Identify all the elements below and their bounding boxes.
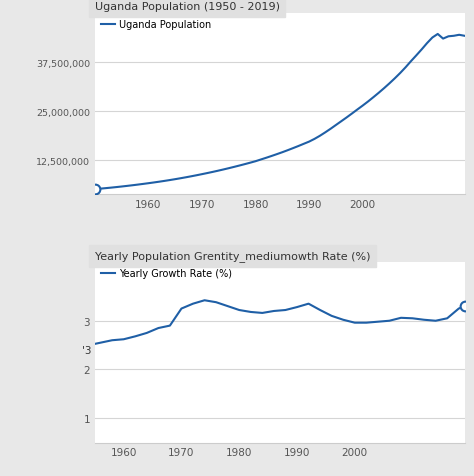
- Text: Yearly Population Grentity_mediumowth Rate (%): Yearly Population Grentity_mediumowth Ra…: [95, 250, 370, 261]
- Text: '3: '3: [82, 345, 92, 355]
- Legend: Uganda Population: Uganda Population: [100, 19, 212, 31]
- Text: Uganda Population (1950 - 2019): Uganda Population (1950 - 2019): [95, 2, 280, 12]
- Legend: Yearly Growth Rate (%): Yearly Growth Rate (%): [100, 268, 233, 279]
